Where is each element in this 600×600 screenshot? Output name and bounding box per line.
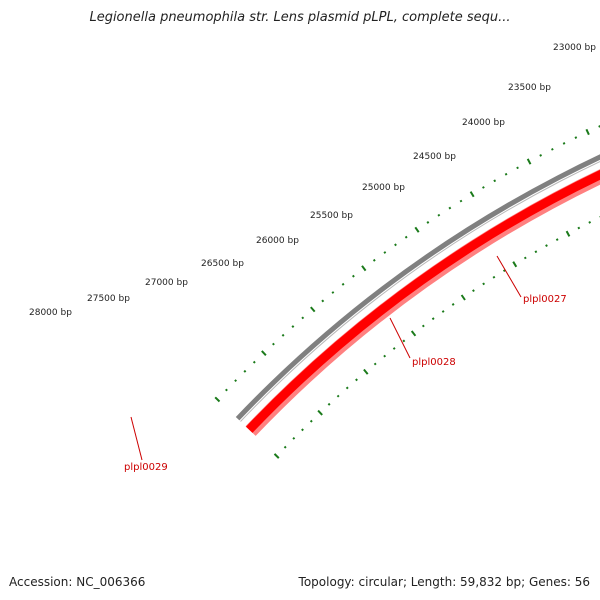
inner-ring-tick-3 bbox=[301, 428, 304, 432]
gene-label-plpl0027[interactable]: plpl0027 bbox=[523, 294, 567, 305]
gene-labels: plpl0027 plpl0028 plpl0029 bbox=[124, 294, 567, 473]
scale-label-23500: 23500 bp bbox=[508, 83, 551, 93]
outer-ring-tick-31 bbox=[539, 154, 542, 157]
inner-ring-tick-0 bbox=[273, 453, 280, 459]
gene-label-plpl0029[interactable]: plpl0029 bbox=[124, 462, 168, 473]
gene-label-plpl0028[interactable]: plpl0028 bbox=[412, 357, 456, 368]
inner-ring-tick-5 bbox=[317, 409, 323, 416]
outer-ring-tick-18 bbox=[394, 243, 397, 247]
outer-ring-tick-13 bbox=[341, 282, 345, 286]
outer-ring-tick-35 bbox=[585, 128, 590, 136]
callout-line-plpl0027 bbox=[496, 255, 522, 298]
inner-ring-tick-21 bbox=[472, 289, 475, 293]
inner-ring-tick-7 bbox=[336, 394, 340, 398]
outer-ring-tick-30 bbox=[526, 158, 532, 165]
outer-ring-tick-4 bbox=[252, 360, 256, 364]
outer-ring-tick-14 bbox=[351, 274, 355, 278]
outer-ring-tick-9 bbox=[301, 316, 305, 320]
inner-ring-tick-22 bbox=[482, 282, 486, 286]
outer-ring-tick-6 bbox=[272, 342, 275, 346]
inner-ring-tick-26 bbox=[523, 256, 527, 260]
outer-ring-tick-5 bbox=[261, 350, 267, 356]
outer-ring-tick-15 bbox=[361, 265, 367, 272]
callout-line-plpl0029 bbox=[130, 416, 143, 461]
gene-arrow-plpl0028 bbox=[245, 169, 600, 433]
outer-ring-tick-27 bbox=[493, 179, 497, 183]
outer-ring-tick-12 bbox=[331, 291, 335, 294]
inner-ring-tick-28 bbox=[545, 244, 548, 247]
outer-ring-tick-1 bbox=[225, 388, 228, 392]
backbone-highlight bbox=[240, 161, 600, 422]
scale-label-26000: 26000 bp bbox=[256, 236, 299, 246]
inner-ring-tick-18 bbox=[441, 310, 445, 313]
outer-ring-tick-20 bbox=[414, 226, 420, 233]
inner-ring-tick-27 bbox=[534, 250, 538, 254]
inner-ring-tick-30 bbox=[565, 230, 571, 237]
inner-ring-tick-23 bbox=[492, 275, 496, 279]
outer-ring-tick-7 bbox=[281, 333, 285, 337]
scale-labels: 23000 bp 23500 bp 24000 bp 24500 bp 2500… bbox=[29, 43, 596, 318]
topology-text: Topology: circular; Length: 59,832 bp; G… bbox=[298, 575, 590, 589]
callout-line-plpl0028 bbox=[389, 317, 411, 359]
outer-ring-tick-0 bbox=[214, 396, 221, 403]
outer-ring-tick-23 bbox=[448, 206, 452, 210]
inner-ring-tick-19 bbox=[451, 303, 455, 306]
outer-ring-tick-8 bbox=[291, 325, 295, 328]
scale-label-27000: 27000 bp bbox=[145, 278, 188, 288]
outer-ring-tick-28 bbox=[504, 172, 508, 176]
outer-ring-tick-17 bbox=[383, 251, 387, 254]
outer-ring-tick-22 bbox=[437, 213, 441, 217]
inner-ring-tick-16 bbox=[421, 324, 425, 328]
inner-ring-tick-6 bbox=[327, 402, 331, 406]
scale-label-27500: 27500 bp bbox=[87, 294, 130, 304]
outer-ring-tick-16 bbox=[372, 258, 376, 262]
outer-ring-tick-10 bbox=[310, 306, 316, 313]
scale-label-28000: 28000 bp bbox=[29, 308, 72, 318]
scale-label-25500: 25500 bp bbox=[310, 211, 353, 221]
inner-ring-tick-4 bbox=[309, 419, 313, 423]
scale-label-25000: 25000 bp bbox=[362, 183, 405, 193]
outer-ring-tick-26 bbox=[482, 186, 485, 189]
inner-ring-tick-32 bbox=[588, 220, 592, 224]
inner-ring-tick-31 bbox=[577, 226, 581, 230]
inner-ring-tick-14 bbox=[402, 339, 406, 343]
inner-ring-tick-15 bbox=[410, 330, 417, 337]
inner-ring-tick-11 bbox=[373, 362, 377, 366]
inner-ring-tick-2 bbox=[292, 436, 296, 440]
inner-ring-tick-8 bbox=[345, 386, 349, 390]
scale-ticks bbox=[214, 125, 600, 459]
scale-label-24000: 24000 bp bbox=[462, 118, 505, 128]
outer-ring-tick-19 bbox=[404, 235, 408, 239]
outer-ring-tick-24 bbox=[459, 199, 463, 203]
inner-ring-tick-1 bbox=[283, 445, 287, 449]
inner-ring-tick-12 bbox=[383, 354, 387, 358]
backbone-outer-ring bbox=[235, 154, 600, 421]
outer-ring-tick-29 bbox=[516, 166, 519, 170]
outer-ring-tick-21 bbox=[426, 221, 430, 224]
inner-ring-tick-10 bbox=[363, 368, 369, 375]
scale-label-23000: 23000 bp bbox=[553, 43, 596, 53]
inner-ring-tick-20 bbox=[460, 294, 466, 301]
map-title: Legionella pneumophila str. Lens plasmid… bbox=[89, 10, 511, 25]
outer-ring-tick-25 bbox=[469, 191, 475, 198]
inner-ring-tick-17 bbox=[431, 317, 435, 321]
scale-label-24500: 24500 bp bbox=[413, 152, 456, 162]
inner-ring-tick-24 bbox=[502, 269, 506, 273]
inner-ring-tick-9 bbox=[355, 378, 358, 382]
scale-label-26500: 26500 bp bbox=[201, 259, 244, 269]
outer-ring-tick-33 bbox=[562, 142, 566, 145]
accession-text: Accession: NC_006366 bbox=[9, 575, 146, 589]
inner-ring-tick-13 bbox=[392, 347, 396, 350]
inner-ring-tick-25 bbox=[512, 261, 518, 268]
inner-ring-tick-29 bbox=[555, 238, 559, 242]
gene-callouts bbox=[130, 255, 522, 461]
gene-features bbox=[245, 169, 600, 436]
outer-ring-tick-34 bbox=[574, 136, 578, 139]
outer-ring-tick-32 bbox=[551, 148, 554, 151]
outer-ring-tick-3 bbox=[243, 369, 247, 373]
outer-ring-tick-2 bbox=[234, 379, 238, 383]
plasmid-backbone bbox=[235, 154, 600, 422]
outer-ring-tick-11 bbox=[321, 299, 325, 303]
